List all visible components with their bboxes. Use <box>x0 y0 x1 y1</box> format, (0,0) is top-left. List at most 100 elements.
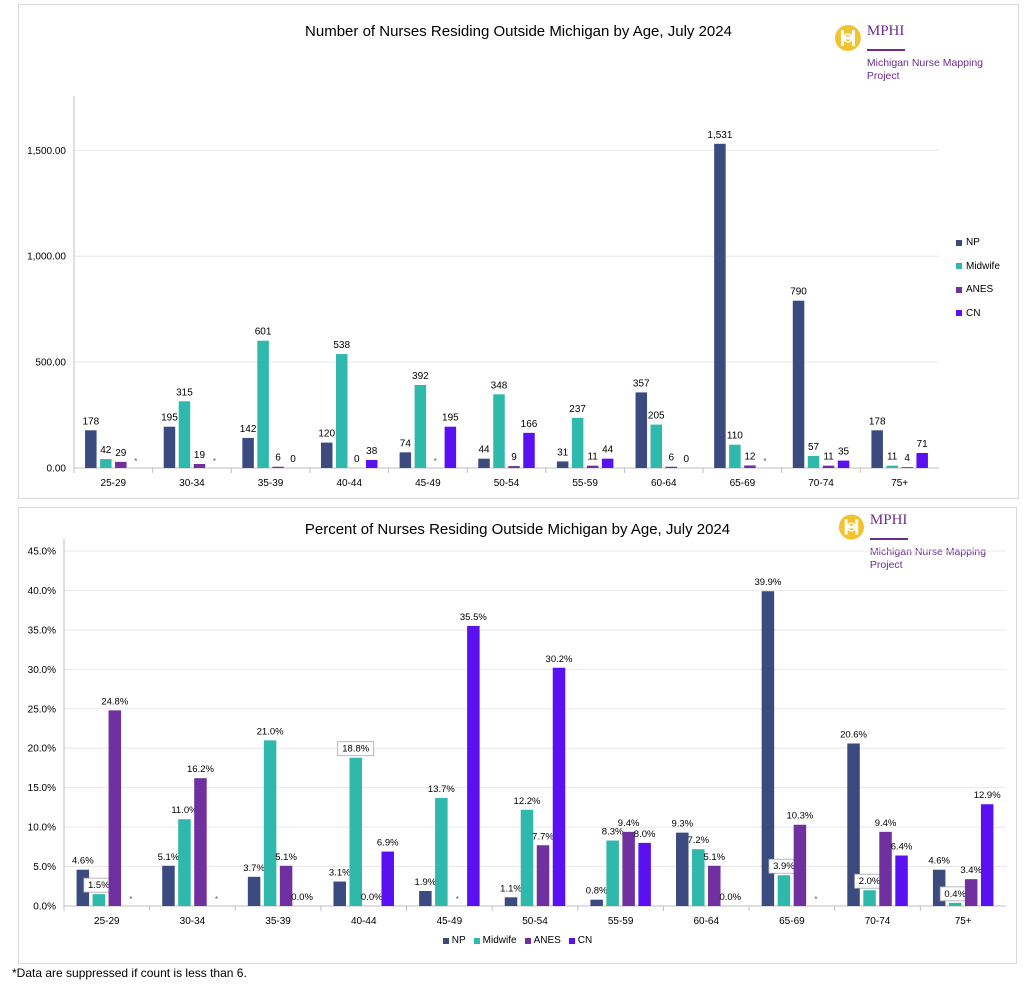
y-tick-label: 15.0% <box>28 783 56 794</box>
data-label-midwife: 601 <box>255 327 272 338</box>
data-label-np: 0.8% <box>586 886 608 897</box>
data-label-anes: 4 <box>904 453 910 464</box>
data-label-cn: 38 <box>366 446 378 457</box>
data-label-midwife: 0.4% <box>944 889 966 900</box>
data-label-np: 20.6% <box>840 729 867 740</box>
bar-np <box>419 891 432 906</box>
data-label-midwife: 21.0% <box>257 726 284 737</box>
suppressed-marker: * <box>213 457 216 466</box>
bar-midwife <box>178 819 191 906</box>
data-label-np: 74 <box>400 438 412 449</box>
bar-np <box>761 591 775 906</box>
data-label-anes: 24.8% <box>101 696 128 707</box>
data-label-np: 31 <box>557 447 569 458</box>
y-tick-label: 5.0% <box>33 862 56 873</box>
bar-midwife <box>493 394 505 468</box>
data-label-cn: 44 <box>602 445 614 456</box>
data-label-anes: 9 <box>511 452 517 463</box>
bar-np <box>162 865 175 906</box>
count-chart-title: Number of Nurses Residing Outside Michig… <box>305 23 732 40</box>
bar-np <box>242 437 254 468</box>
bar-midwife <box>435 797 448 906</box>
data-label-np: 4.6% <box>928 856 950 867</box>
bar-np <box>847 743 860 906</box>
bar-anes <box>744 465 756 468</box>
x-tick-label: 55-59 <box>572 478 598 489</box>
x-tick-label: 70-74 <box>808 478 834 489</box>
suppression-footnote: *Data are suppressed if count is less th… <box>12 966 247 980</box>
data-label-np: 195 <box>161 413 178 424</box>
x-tick-label: 25-29 <box>101 478 127 489</box>
percent-chart-panel: Percent of Nurses Residing Outside Michi… <box>18 507 1017 964</box>
percent-chart-legend: NP Midwife ANES CN <box>19 935 1016 946</box>
bar-anes <box>508 466 520 468</box>
bar-np <box>85 430 97 468</box>
data-label-anes: 0 <box>354 454 360 465</box>
y-tick-label: 45.0% <box>28 547 56 558</box>
legend-item-anes: ANES <box>956 278 1000 302</box>
bar-np <box>320 442 333 468</box>
bar-midwife <box>263 740 277 906</box>
bar-midwife <box>650 424 663 468</box>
logo-underline <box>866 49 905 51</box>
bar-anes <box>665 466 678 468</box>
logo-org: MPHI <box>866 23 905 39</box>
x-tick-label: 75+ <box>955 916 972 927</box>
data-label-midwife: 2.0% <box>859 876 881 887</box>
x-tick-label: 40-44 <box>336 478 362 489</box>
data-label-cn: 30.2% <box>546 654 573 665</box>
suppressed-marker: * <box>456 895 459 904</box>
bar-midwife <box>257 340 269 468</box>
bar-np <box>163 426 176 468</box>
data-label-anes: 11 <box>587 452 598 463</box>
bar-np <box>399 452 412 468</box>
bar-anes <box>272 466 284 468</box>
x-tick-label: 30-34 <box>180 916 206 927</box>
legend-swatch-np <box>956 239 962 246</box>
bar-np <box>478 458 490 468</box>
y-tick-label: 10.0% <box>28 823 56 834</box>
bar-midwife <box>886 465 898 468</box>
data-label-anes: 19 <box>194 450 206 461</box>
data-label-midwife: 315 <box>176 387 193 398</box>
bar-midwife <box>349 757 362 906</box>
legend-swatch-np <box>442 937 449 944</box>
bar-np <box>333 881 346 906</box>
legend-item-midwife: Midwife <box>956 255 1000 279</box>
data-label-np: 1,531 <box>707 130 732 141</box>
data-label-midwife: 13.7% <box>428 784 455 795</box>
bar-np <box>676 832 689 906</box>
bar-anes <box>115 461 127 468</box>
legend-swatch-midwife <box>473 937 480 944</box>
bar-cn <box>916 452 928 468</box>
bar-anes <box>793 824 807 906</box>
legend-item-anes: ANES <box>524 935 561 946</box>
y-tick-label: 40.0% <box>28 586 56 597</box>
x-tick-label: 75+ <box>891 478 908 489</box>
data-label-anes: 11 <box>823 452 834 463</box>
bar-midwife <box>777 875 791 906</box>
data-label-np: 790 <box>790 287 807 298</box>
x-tick-label: 30-34 <box>179 478 205 489</box>
bar-anes <box>964 879 978 906</box>
bar-np <box>714 143 726 468</box>
bar-anes <box>708 865 721 906</box>
mphi-logo: MPHI Michigan Nurse Mapping Project <box>837 512 1016 572</box>
data-label-anes: 9.4% <box>618 818 640 829</box>
bar-midwife <box>520 809 534 906</box>
data-label-cn: 6.4% <box>891 842 913 853</box>
bar-cn <box>444 426 457 468</box>
bar-anes <box>108 710 122 906</box>
legend-item-cn: CN <box>568 935 592 946</box>
x-tick-label: 35-39 <box>258 478 284 489</box>
x-tick-label: 60-64 <box>651 478 677 489</box>
bar-np <box>635 392 648 468</box>
data-label-midwife: 348 <box>491 380 508 391</box>
bar-midwife <box>606 840 619 906</box>
data-label-midwife: 8.3% <box>602 827 624 838</box>
data-label-cn: 35.5% <box>460 612 487 623</box>
suppressed-marker: * <box>434 457 437 466</box>
legend-swatch-anes <box>956 286 962 293</box>
bar-midwife <box>571 417 584 468</box>
x-tick-label: 35-39 <box>265 916 291 927</box>
